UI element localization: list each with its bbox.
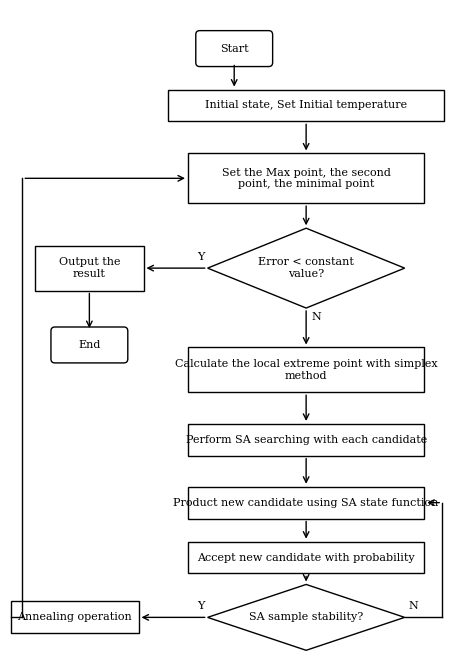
Text: N: N [409, 601, 419, 612]
Bar [168, 89, 444, 121]
Bar [35, 246, 144, 291]
Text: Calculate the local extreme point with simplex
method: Calculate the local extreme point with s… [175, 359, 438, 381]
Text: End: End [78, 340, 100, 350]
Bar [188, 424, 424, 456]
Text: N: N [311, 312, 321, 322]
Text: Annealing operation: Annealing operation [17, 612, 132, 623]
FancyBboxPatch shape [196, 31, 273, 67]
Bar [10, 601, 138, 633]
Bar [188, 486, 424, 518]
Text: Error < constant
value?: Error < constant value? [258, 258, 354, 279]
Text: Y: Y [197, 252, 205, 262]
Bar [188, 348, 424, 393]
FancyBboxPatch shape [51, 327, 128, 363]
Text: Set the Max point, the second
point, the minimal point: Set the Max point, the second point, the… [222, 168, 391, 189]
Text: Perform SA searching with each candidate: Perform SA searching with each candidate [185, 435, 427, 445]
Bar [188, 542, 424, 574]
Text: Y: Y [197, 601, 205, 612]
Text: Product new candidate using SA state function: Product new candidate using SA state fun… [173, 497, 439, 508]
Text: Initial state, Set Initial temperature: Initial state, Set Initial temperature [205, 100, 407, 110]
Text: Accept new candidate with probability: Accept new candidate with probability [197, 552, 415, 563]
Polygon shape [208, 584, 405, 650]
Text: Start: Start [220, 44, 248, 53]
Text: SA sample stability?: SA sample stability? [249, 612, 363, 623]
Text: Output the
result: Output the result [59, 258, 120, 279]
Polygon shape [208, 228, 405, 308]
Bar [188, 153, 424, 203]
